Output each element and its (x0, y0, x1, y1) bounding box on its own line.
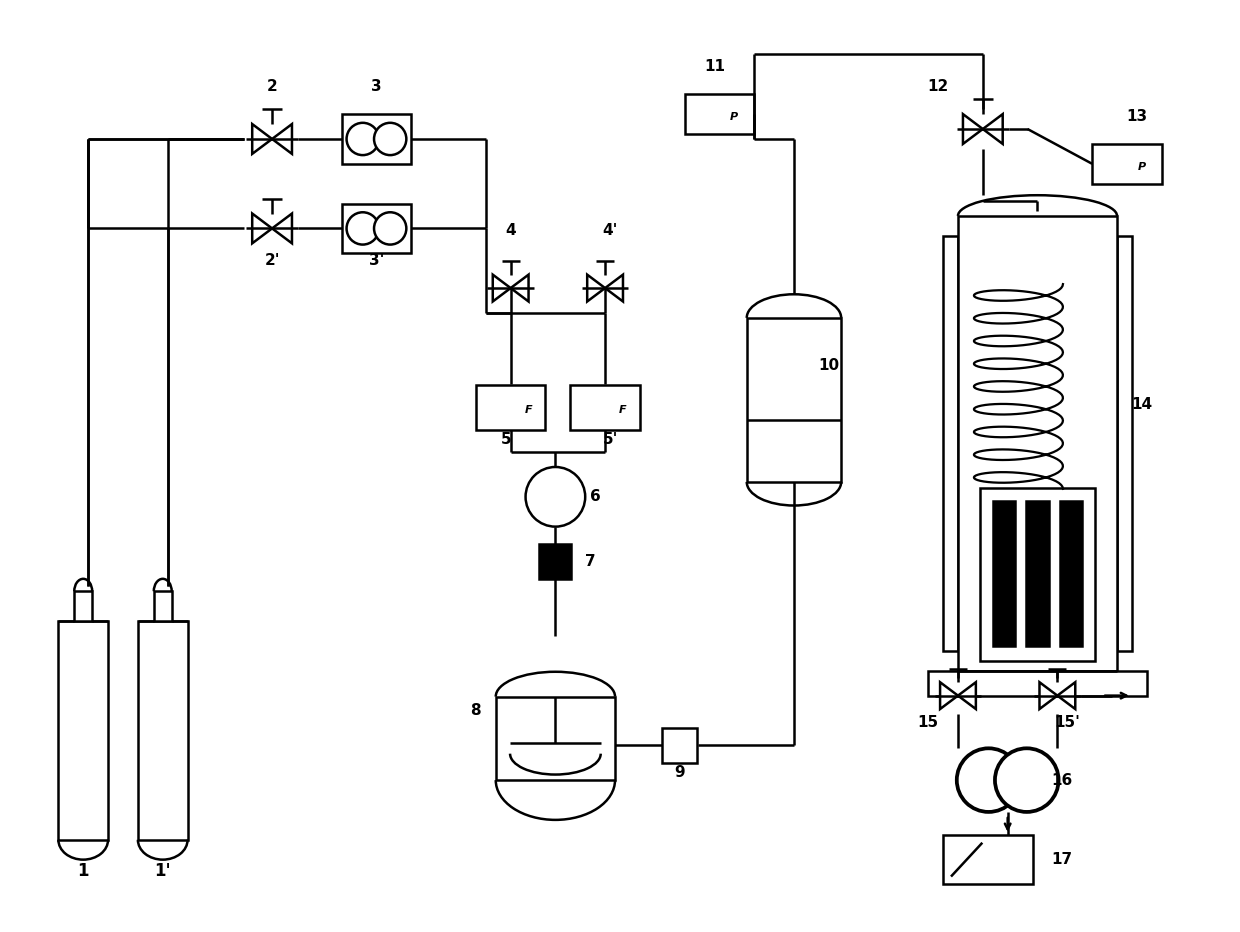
Polygon shape (605, 275, 622, 301)
Circle shape (994, 748, 1059, 812)
Bar (1092, 144, 1162, 184)
Text: 13: 13 (1126, 109, 1147, 124)
Bar (662, 728, 697, 762)
Circle shape (957, 748, 1021, 812)
Text: 17: 17 (1052, 852, 1073, 867)
Bar (74, 591, 92, 621)
Text: 1': 1' (155, 861, 171, 880)
Text: 3: 3 (371, 79, 382, 94)
Text: F: F (619, 405, 626, 416)
Text: 16: 16 (1052, 773, 1073, 788)
Text: P: P (730, 112, 738, 122)
Bar (1027, 500, 1049, 646)
Circle shape (526, 467, 585, 527)
Bar (981, 488, 1095, 661)
Text: F: F (525, 405, 532, 416)
Text: 14: 14 (1131, 397, 1152, 412)
Polygon shape (1058, 682, 1075, 709)
Text: 6: 6 (590, 489, 600, 504)
Polygon shape (252, 213, 272, 243)
Bar (929, 671, 1147, 695)
Bar (1060, 500, 1083, 646)
Circle shape (374, 123, 407, 155)
Bar (684, 94, 754, 134)
Polygon shape (252, 124, 272, 154)
Text: 11: 11 (704, 60, 725, 75)
Circle shape (374, 212, 407, 244)
Text: 12: 12 (928, 79, 949, 94)
Text: 5': 5' (603, 432, 618, 447)
Bar (58, 621, 108, 840)
Text: 7: 7 (585, 554, 595, 569)
Text: P: P (1138, 162, 1146, 171)
Polygon shape (959, 682, 976, 709)
Bar (154, 591, 171, 621)
Polygon shape (983, 114, 1003, 144)
Text: 2': 2' (264, 254, 280, 268)
Polygon shape (1039, 682, 1058, 709)
Bar (539, 544, 572, 579)
Text: 5: 5 (501, 432, 511, 447)
Text: 1: 1 (77, 861, 89, 880)
Bar (944, 835, 1033, 884)
Bar (138, 621, 187, 840)
Text: 8: 8 (470, 703, 481, 718)
Polygon shape (272, 124, 291, 154)
Bar (959, 216, 1117, 671)
Polygon shape (272, 213, 291, 243)
Circle shape (346, 212, 379, 244)
Bar (342, 203, 412, 254)
Polygon shape (588, 275, 605, 301)
Text: 10: 10 (818, 358, 839, 373)
Text: 2: 2 (267, 79, 278, 94)
Text: 4: 4 (506, 224, 516, 239)
Polygon shape (511, 275, 528, 301)
Bar (944, 236, 959, 651)
Bar (476, 385, 546, 430)
Bar (993, 500, 1016, 646)
Polygon shape (963, 114, 983, 144)
Bar (1117, 236, 1132, 651)
Bar (746, 318, 841, 482)
Bar (342, 114, 412, 164)
Text: 15: 15 (918, 716, 939, 731)
Polygon shape (492, 275, 511, 301)
Text: 3': 3' (368, 254, 384, 268)
Text: 4': 4' (603, 224, 618, 239)
Polygon shape (940, 682, 959, 709)
Bar (570, 385, 640, 430)
Circle shape (346, 123, 379, 155)
Text: 15': 15' (1054, 716, 1080, 731)
Bar (496, 696, 615, 780)
Text: 9: 9 (675, 765, 684, 780)
